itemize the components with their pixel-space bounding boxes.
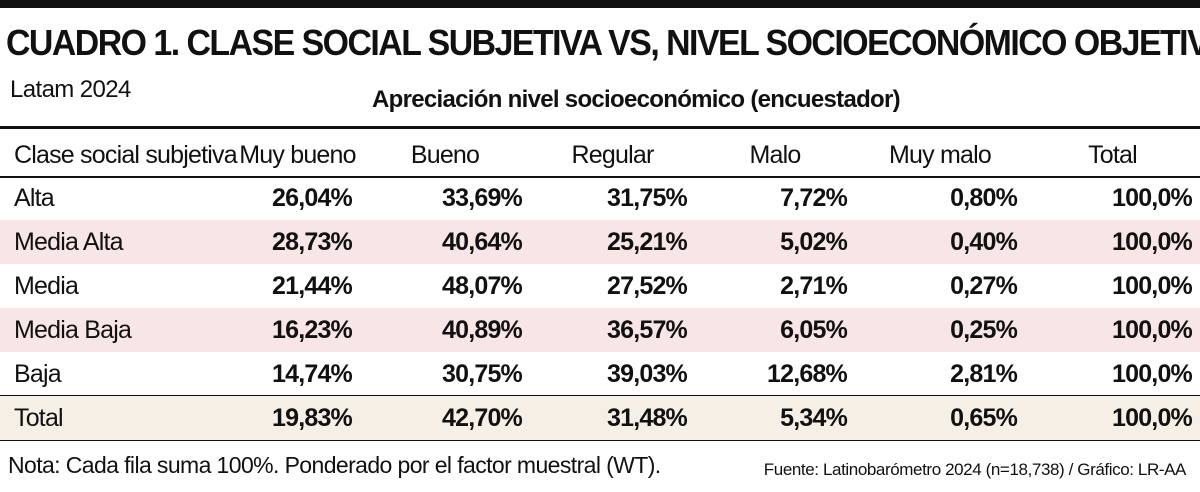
- table-cell: 0,80%: [950, 183, 1018, 212]
- table-top-rule: [0, 126, 1200, 129]
- table-cell: 25,21%: [530, 220, 695, 264]
- table-cell: 100,0%: [1112, 359, 1193, 388]
- top-rule: [0, 0, 1200, 8]
- table-cell: 0,40%: [855, 220, 1025, 264]
- table-cell: 6,05%: [695, 308, 855, 352]
- table-cell: 100,0%: [1112, 271, 1193, 300]
- row-label: Total: [0, 396, 235, 440]
- data-table: Clase social subjetiva Muy bueno Bueno R…: [0, 135, 1200, 440]
- table-cell: 14,74%: [272, 359, 353, 388]
- table-cell: 28,73%: [235, 220, 360, 264]
- table-cell: 100,0%: [1025, 220, 1200, 264]
- total-row: Total 19,83% 42,70% 31,48% 5,34% 0,65% 1…: [0, 396, 1200, 440]
- table-cell: 12,68%: [767, 359, 848, 388]
- row-label: Media: [14, 271, 79, 300]
- column-group-header: Apreciación nivel socioeconómico (encues…: [372, 86, 901, 113]
- table-cell: 48,07%: [442, 271, 523, 300]
- table-cell: 27,52%: [607, 271, 688, 300]
- table-cell: 21,44%: [272, 271, 353, 300]
- header-divider-rule: [0, 176, 1200, 178]
- table-row: Media 21,44% 48,07% 27,52% 2,71% 0,27% 1…: [0, 264, 1200, 308]
- column-header: Muy bueno: [239, 141, 356, 169]
- table-cell: 2,71%: [780, 271, 848, 300]
- table-cell: 0,25%: [855, 308, 1025, 352]
- table-cell: 19,83%: [235, 396, 360, 440]
- table-cell: 36,57%: [530, 308, 695, 352]
- column-header: Clase social subjetiva: [14, 141, 238, 169]
- column-header: Regular: [571, 141, 655, 169]
- table-row: Alta 26,04% 33,69% 31,75% 7,72% 0,80% 10…: [0, 176, 1200, 220]
- table-cell: 31,48%: [530, 396, 695, 440]
- row-label: Media Baja: [0, 308, 235, 352]
- column-header: Malo: [749, 141, 802, 169]
- source-credit: Fuente: Latinobarómetro 2024 (n=18,738) …: [763, 460, 1187, 479]
- table-cell: 7,72%: [780, 183, 848, 212]
- chart-title: CUADRO 1. CLASE SOCIAL SUBJETIVA VS, NIV…: [6, 22, 1200, 63]
- table-cell: 0,27%: [950, 271, 1018, 300]
- row-label: Alta: [14, 183, 55, 212]
- table-cell: 42,70%: [360, 396, 530, 440]
- table-cell: 39,03%: [607, 359, 688, 388]
- table-cell: 26,04%: [272, 183, 353, 212]
- column-header: Muy malo: [889, 141, 992, 169]
- table-row: Media Alta 28,73% 40,64% 25,21% 5,02% 0,…: [0, 220, 1200, 264]
- row-label: Baja: [14, 359, 62, 388]
- table-cell: 0,65%: [855, 396, 1025, 440]
- table-cell: 40,64%: [360, 220, 530, 264]
- table-cell: 40,89%: [360, 308, 530, 352]
- column-header: Total: [1088, 141, 1138, 169]
- table-cell: 2,81%: [950, 359, 1018, 388]
- table-header-row: Clase social subjetiva Muy bueno Bueno R…: [0, 135, 1200, 176]
- table-cell: 100,0%: [1112, 183, 1193, 212]
- table-cell: 33,69%: [442, 183, 523, 212]
- table-cell: 30,75%: [442, 359, 523, 388]
- row-label: Media Alta: [0, 220, 235, 264]
- table-cell: 100,0%: [1025, 396, 1200, 440]
- table-cell: 5,02%: [695, 220, 855, 264]
- table-cell: 5,34%: [695, 396, 855, 440]
- column-header: Bueno: [410, 141, 480, 169]
- table-row: Baja 14,74% 30,75% 39,03% 12,68% 2,81% 1…: [0, 352, 1200, 396]
- table-cell: 16,23%: [235, 308, 360, 352]
- table-cell: 31,75%: [607, 183, 688, 212]
- chart-subtitle: Latam 2024: [10, 76, 131, 103]
- table-row: Media Baja 16,23% 40,89% 36,57% 6,05% 0,…: [0, 308, 1200, 352]
- table-cell: 100,0%: [1025, 308, 1200, 352]
- footnote: Nota: Cada fila suma 100%. Ponderado por…: [8, 452, 661, 478]
